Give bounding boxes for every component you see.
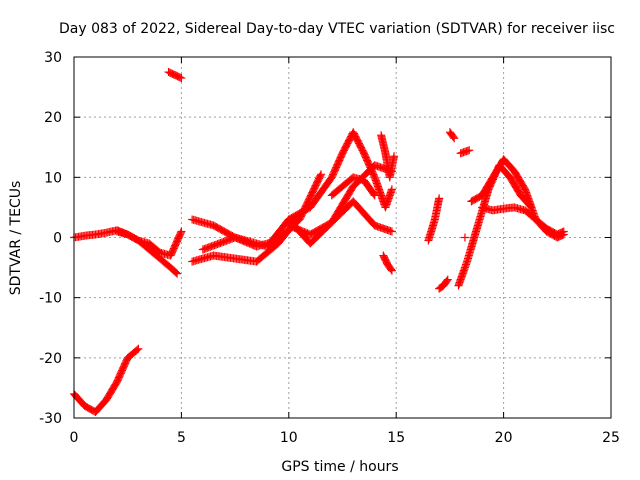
series-track-8 bbox=[284, 128, 396, 224]
x-tick-label: 20 bbox=[495, 430, 513, 446]
data-point bbox=[177, 227, 186, 236]
series-track-20 bbox=[460, 233, 469, 242]
data-point bbox=[176, 73, 185, 82]
data-point bbox=[172, 268, 181, 277]
x-axis-label: GPS time / hours bbox=[281, 459, 398, 475]
data-point bbox=[177, 74, 186, 83]
data-point bbox=[559, 230, 568, 239]
data-point bbox=[387, 266, 396, 275]
data-point bbox=[133, 345, 142, 354]
data-point bbox=[435, 194, 444, 203]
data-point bbox=[465, 146, 474, 155]
y-tick-label: 10 bbox=[44, 170, 62, 186]
grid-lines bbox=[74, 57, 611, 418]
data-point bbox=[387, 265, 396, 274]
data-point bbox=[370, 191, 379, 200]
data-point bbox=[390, 152, 399, 161]
y-axis-label: SDTVAR / TECUs bbox=[8, 181, 24, 296]
series-track-6 bbox=[188, 212, 304, 266]
series-track-11 bbox=[377, 131, 399, 182]
x-tick-label: 5 bbox=[177, 430, 186, 446]
series-track-10 bbox=[327, 173, 379, 200]
y-tick-label: 20 bbox=[44, 110, 62, 126]
series-track-7 bbox=[198, 161, 396, 254]
y-tick-label: -30 bbox=[39, 411, 62, 427]
series-track-9 bbox=[284, 197, 396, 239]
data-point bbox=[443, 275, 452, 284]
series-track-15 bbox=[445, 128, 459, 143]
x-tick-label: 10 bbox=[280, 430, 298, 446]
x-tick-label: 15 bbox=[387, 430, 405, 446]
x-tick-label: 25 bbox=[602, 430, 620, 446]
data-point bbox=[369, 190, 378, 199]
series-track-18 bbox=[467, 155, 568, 239]
y-tick-label: -20 bbox=[39, 351, 62, 367]
series-track-3 bbox=[164, 68, 186, 83]
series-track-19 bbox=[478, 203, 568, 242]
y-tick-label: -10 bbox=[39, 291, 62, 307]
series-track-12 bbox=[379, 251, 396, 275]
data-point bbox=[449, 133, 458, 142]
data-point bbox=[558, 231, 567, 240]
data-point bbox=[176, 228, 185, 237]
data-point bbox=[387, 227, 396, 236]
data-point bbox=[173, 269, 182, 278]
data-point bbox=[442, 276, 451, 285]
series-track-13 bbox=[424, 194, 444, 245]
data-point bbox=[387, 185, 396, 194]
data-point bbox=[460, 233, 469, 242]
series-track-2 bbox=[70, 344, 143, 416]
y-tick-label: 0 bbox=[53, 231, 62, 247]
data-point bbox=[134, 344, 143, 353]
chart-title: Day 083 of 2022, Sidereal Day-to-day VTE… bbox=[59, 21, 615, 37]
plot-frame bbox=[73, 56, 612, 419]
axis-ticks: 0 5 10 15 20 25 -30 -20 -10 0 10 20 30 bbox=[39, 50, 620, 446]
data-point bbox=[450, 134, 459, 143]
series-track-16 bbox=[456, 146, 474, 158]
y-tick-label: 30 bbox=[44, 50, 62, 66]
data-points bbox=[70, 68, 568, 416]
data-point bbox=[316, 171, 325, 180]
series-track-14 bbox=[435, 275, 452, 293]
x-tick-label: 0 bbox=[70, 430, 79, 446]
data-point bbox=[317, 170, 326, 179]
series-track-4 bbox=[112, 227, 186, 260]
